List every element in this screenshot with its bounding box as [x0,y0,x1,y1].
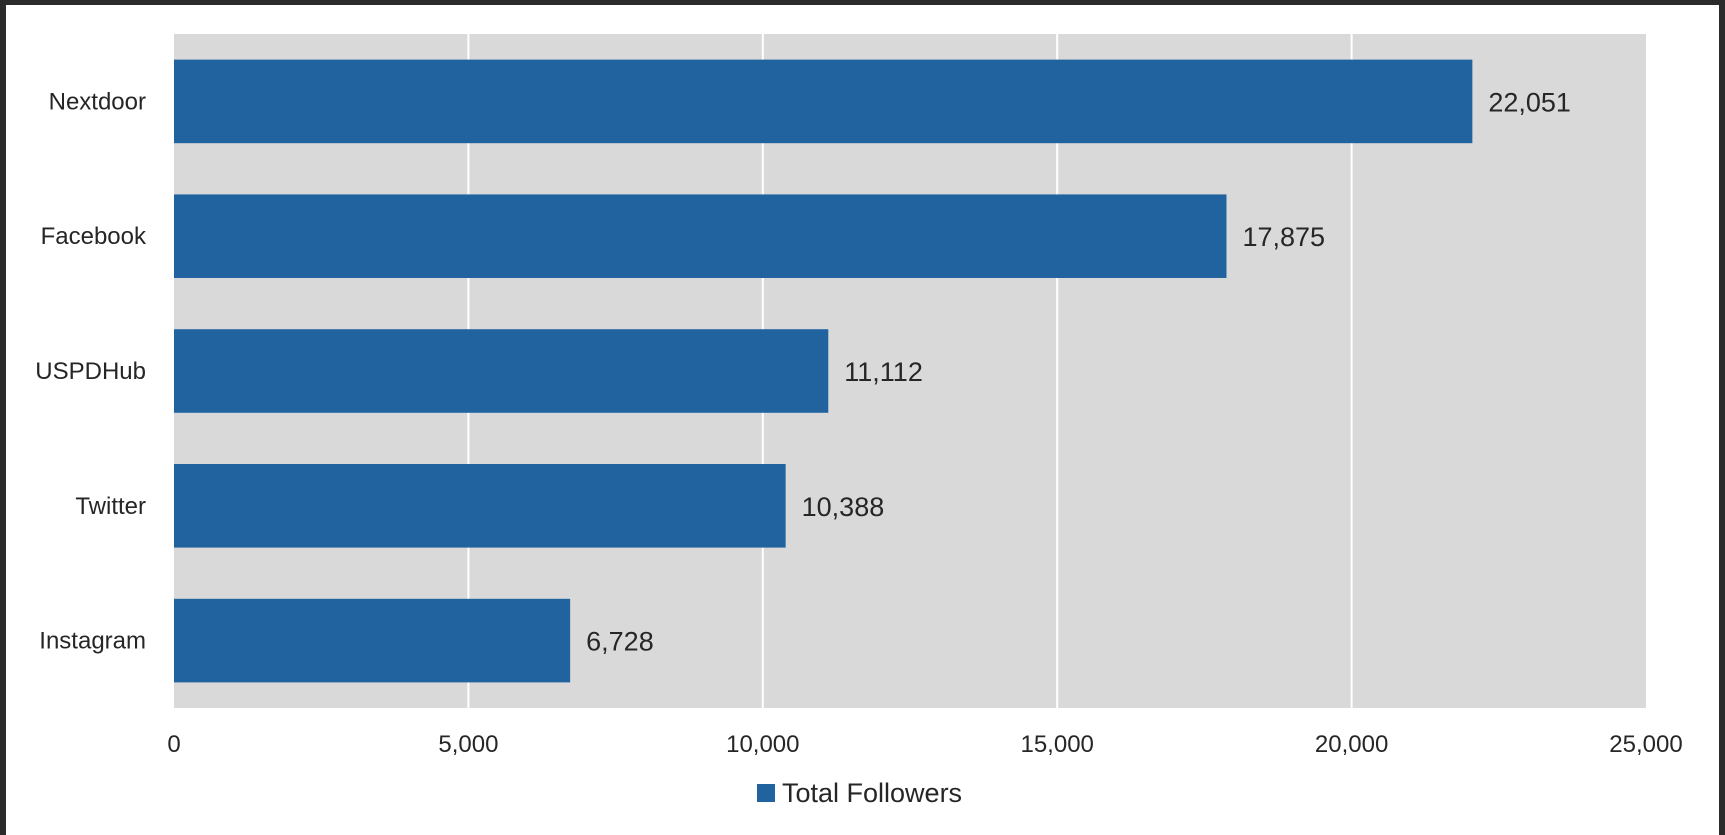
category-label-uspdhub: USPDHub [35,358,146,385]
legend-label: Total Followers [782,778,962,808]
data-label-nextdoor: 22,051 [1488,87,1571,117]
x-tick-label: 15,000 [1020,731,1093,758]
category-label-nextdoor: Nextdoor [49,88,146,115]
x-axis-tick-labels: 0 5,000 10,000 15,000 20,000 25,000 [167,731,1682,758]
x-tick-label: 20,000 [1315,731,1388,758]
data-label-uspdhub: 11,112 [844,357,923,387]
data-labels: 22,051 17,875 11,112 10,388 6,728 [586,87,1571,656]
data-label-instagram: 6,728 [586,627,654,657]
legend: Total Followers [757,778,962,808]
bar-facebook [174,194,1227,278]
category-label-facebook: Facebook [41,223,147,250]
x-tick-label: 25,000 [1609,731,1682,758]
bars [174,59,1473,683]
x-tick-label: 10,000 [726,731,799,758]
bar-uspdhub [174,329,829,413]
bar-instagram [174,598,571,683]
category-labels: Nextdoor Facebook USPDHub Twitter Instagram [35,88,147,654]
category-label-twitter: Twitter [75,493,146,520]
data-label-twitter: 10,388 [802,492,885,522]
legend-swatch [757,784,775,802]
x-tick-label: 5,000 [438,731,498,758]
x-tick-label: 0 [167,731,180,758]
data-label-facebook: 17,875 [1242,222,1325,252]
category-label-instagram: Instagram [39,628,146,655]
bar-twitter [174,464,786,548]
bar-nextdoor [174,59,1473,144]
